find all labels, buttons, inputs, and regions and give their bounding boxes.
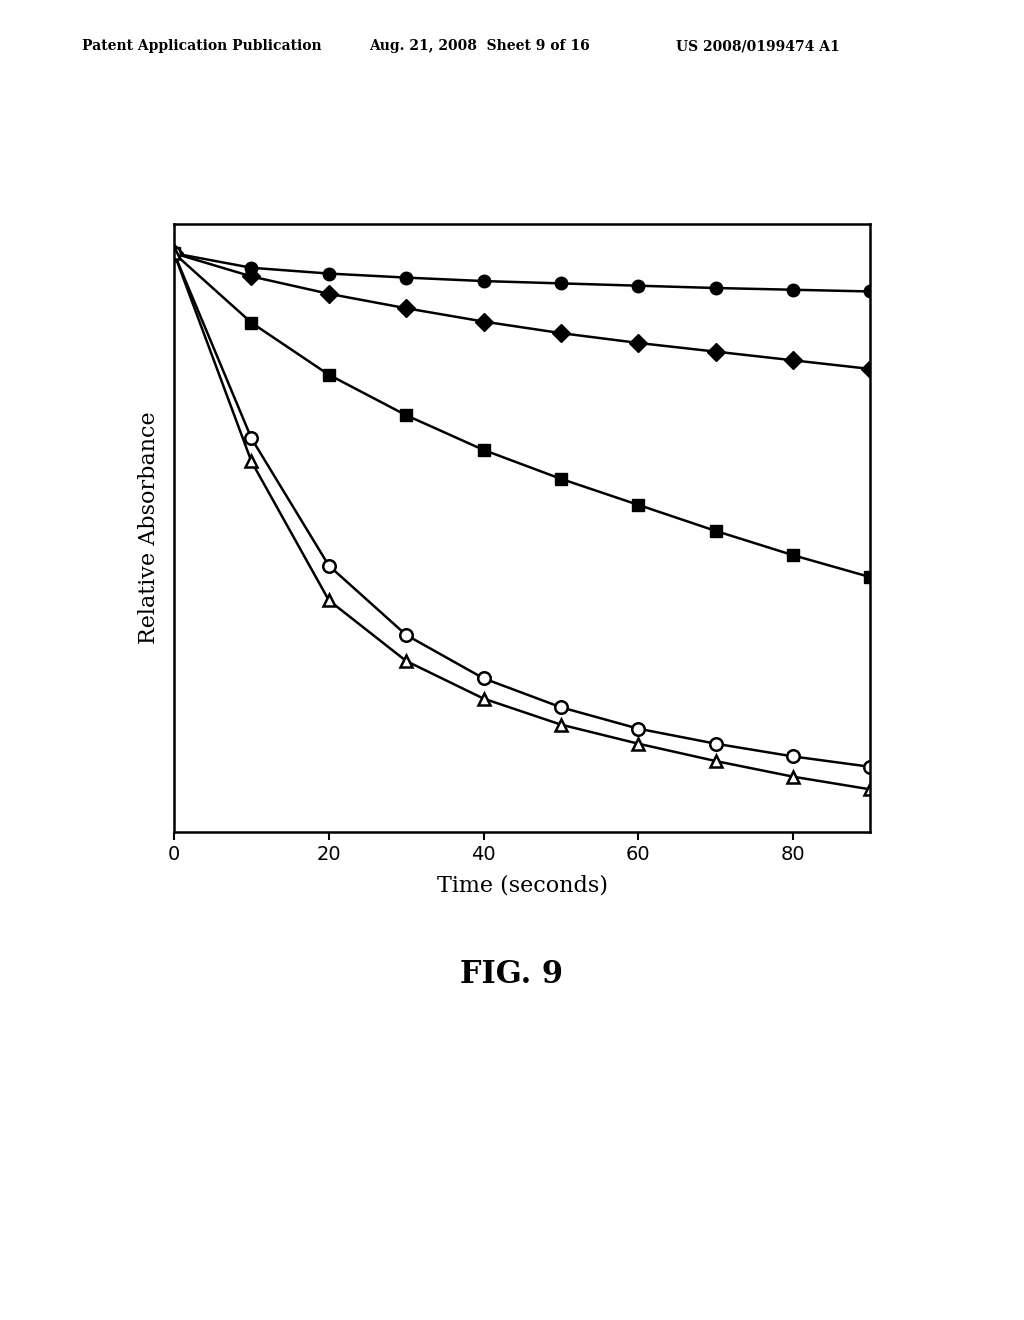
Y-axis label: Relative Absorbance: Relative Absorbance bbox=[138, 412, 160, 644]
Text: FIG. 9: FIG. 9 bbox=[461, 960, 563, 990]
Text: Aug. 21, 2008  Sheet 9 of 16: Aug. 21, 2008 Sheet 9 of 16 bbox=[369, 40, 590, 53]
X-axis label: Time (seconds): Time (seconds) bbox=[437, 875, 607, 896]
Text: Patent Application Publication: Patent Application Publication bbox=[82, 40, 322, 53]
Text: US 2008/0199474 A1: US 2008/0199474 A1 bbox=[676, 40, 840, 53]
